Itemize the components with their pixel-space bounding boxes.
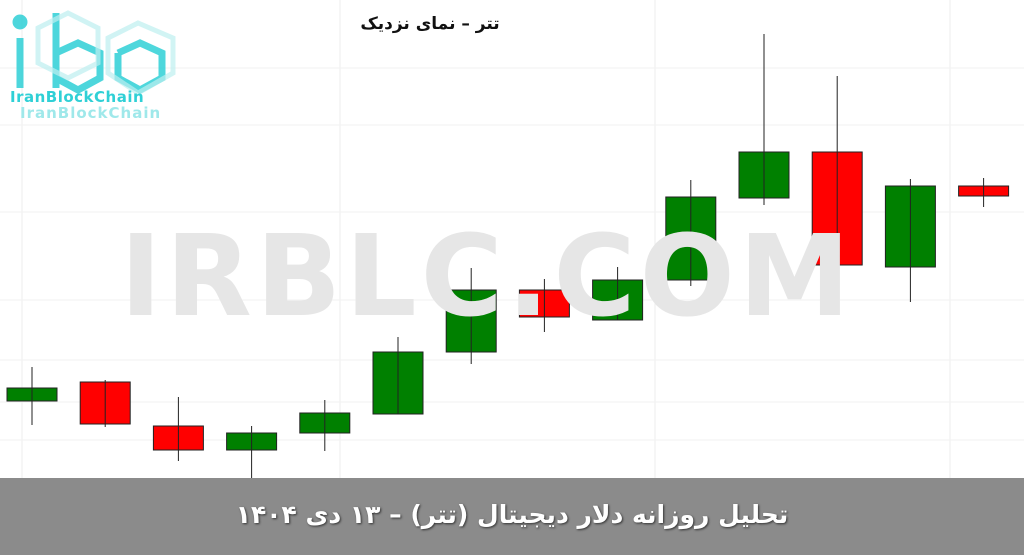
- chart-title: تتر – نمای نزدیک: [360, 14, 500, 34]
- logo-text: IranBlockChain: [10, 88, 145, 106]
- footer-banner: تحلیل روزانه دلار دیجیتال (تتر) – ۱۳ دی …: [0, 478, 1024, 555]
- footer-caption: تحلیل روزانه دلار دیجیتال (تتر) – ۱۳ دی …: [235, 500, 789, 529]
- logo: [8, 8, 188, 123]
- watermark: IRBLC.COM: [120, 212, 855, 342]
- logo-hexagon-icon: [12, 10, 176, 96]
- logo-text-shadow: IranBlockChain: [20, 104, 162, 122]
